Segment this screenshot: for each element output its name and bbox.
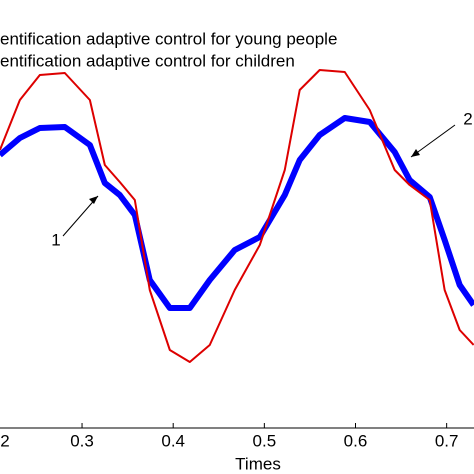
x-tick-label: 0.6 [344, 431, 368, 450]
annotation-arrowhead [411, 149, 420, 157]
annotation-arrow [410, 124, 456, 158]
x-tick-label: 2 [0, 431, 9, 450]
annotation-arrowhead [89, 196, 98, 204]
series-line [0, 115, 474, 311]
legend-entry: entification adaptive control for childr… [0, 51, 295, 70]
legend-entry: entification adaptive control for young … [0, 29, 337, 48]
x-tick-label: 0.7 [435, 431, 459, 450]
x-tick-label: 0.3 [70, 431, 94, 450]
annotation-arrow [62, 195, 99, 237]
annotation: 2 [463, 109, 472, 128]
x-axis-label: Times [235, 454, 281, 473]
x-tick-label: 0.5 [253, 431, 277, 450]
x-tick-label: 0.4 [161, 431, 185, 450]
annotation: 1 [51, 230, 60, 249]
series-line [0, 69, 474, 363]
